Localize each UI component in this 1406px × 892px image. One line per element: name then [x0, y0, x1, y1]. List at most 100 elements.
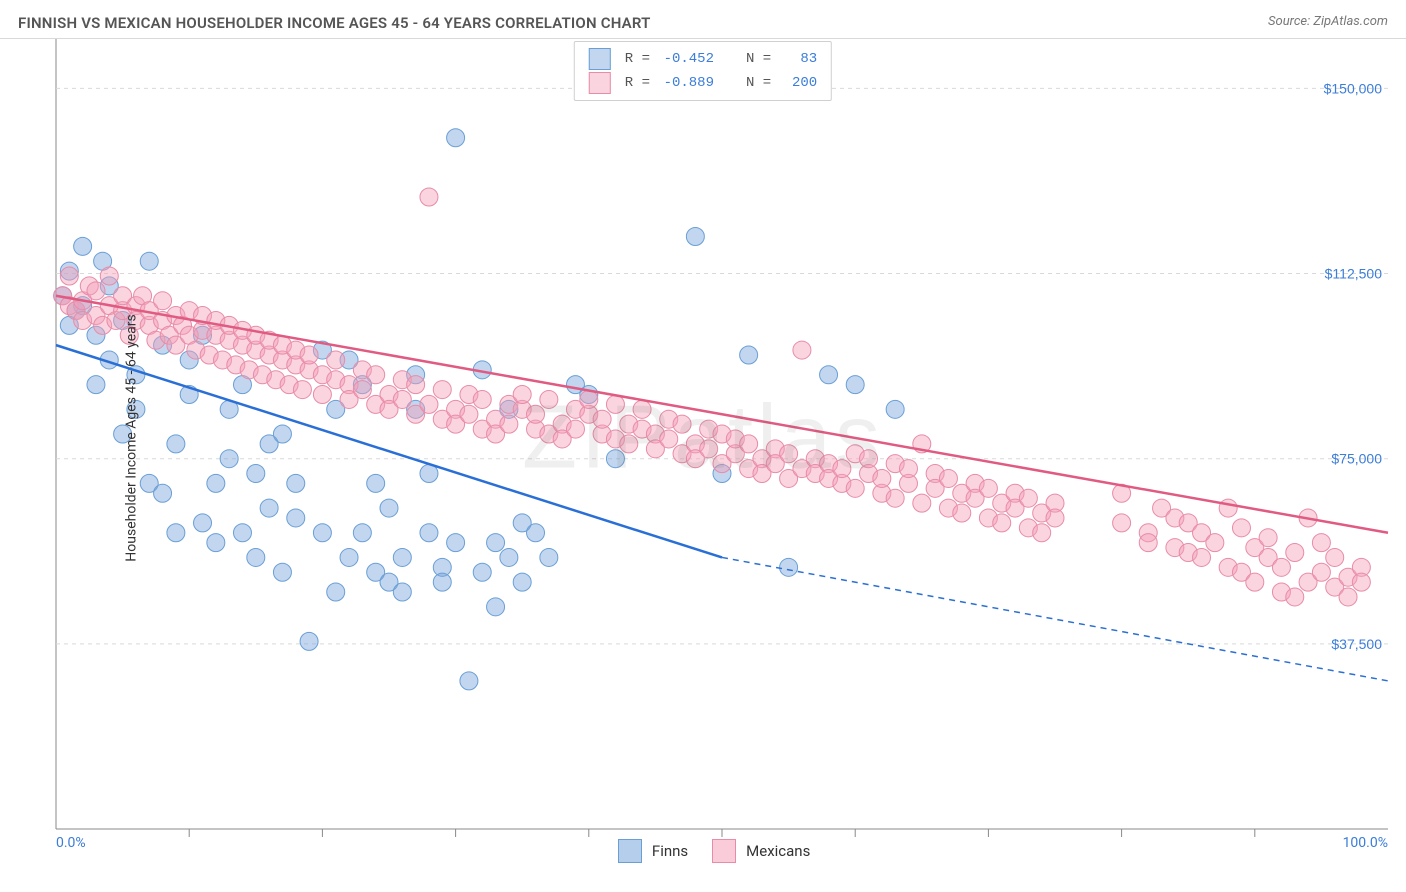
- legend-swatch: [589, 72, 611, 94]
- data-point: [953, 504, 971, 522]
- data-point: [207, 534, 225, 552]
- data-point: [500, 415, 518, 433]
- data-point: [633, 400, 651, 418]
- data-point: [393, 583, 411, 601]
- data-point: [1033, 524, 1051, 542]
- data-point: [1312, 563, 1330, 581]
- data-point: [606, 395, 624, 413]
- data-point: [393, 390, 411, 408]
- data-point: [886, 400, 904, 418]
- data-point: [1286, 588, 1304, 606]
- data-point: [287, 509, 305, 527]
- data-point: [300, 632, 318, 650]
- data-point: [273, 563, 291, 581]
- data-point: [1312, 534, 1330, 552]
- data-point: [513, 573, 531, 591]
- x-axis-labels: 0.0% FinnsMexicans 100.0%: [0, 835, 1406, 863]
- data-point: [1286, 544, 1304, 562]
- data-point: [1219, 499, 1237, 517]
- data-point: [353, 524, 371, 542]
- data-point: [447, 534, 465, 552]
- chart-source: Source: ZipAtlas.com: [1268, 14, 1388, 29]
- n-label: N =: [742, 48, 775, 70]
- r-value: -0.889: [656, 72, 718, 94]
- chart-area: Householder Income Ages 45 - 64 years ZI…: [0, 39, 1406, 837]
- r-value: -0.452: [656, 48, 718, 70]
- data-point: [473, 390, 491, 408]
- data-point: [593, 410, 611, 428]
- data-point: [327, 351, 345, 369]
- data-point: [60, 267, 78, 285]
- data-point: [140, 252, 158, 270]
- data-point: [780, 445, 798, 463]
- data-point: [154, 292, 172, 310]
- data-point: [820, 366, 838, 384]
- data-point: [833, 460, 851, 478]
- data-point: [154, 484, 172, 502]
- data-point: [1246, 573, 1264, 591]
- svg-text:$150,000: $150,000: [1324, 80, 1383, 96]
- data-point: [367, 474, 385, 492]
- data-point: [1139, 534, 1157, 552]
- data-point: [407, 376, 425, 394]
- data-point: [1206, 534, 1224, 552]
- data-point: [74, 237, 92, 255]
- data-point: [487, 534, 505, 552]
- data-point: [606, 450, 624, 468]
- data-point: [487, 598, 505, 616]
- series-legend: FinnsMexicans: [618, 835, 810, 863]
- data-point: [620, 435, 638, 453]
- data-point: [313, 386, 331, 404]
- data-point: [939, 469, 957, 487]
- data-point: [1193, 548, 1211, 566]
- data-point: [540, 548, 558, 566]
- data-point: [1259, 529, 1277, 547]
- n-label: N =: [742, 72, 775, 94]
- scatter-plot-svg: $37,500$75,000$112,500$150,000: [0, 39, 1406, 837]
- data-point: [433, 381, 451, 399]
- data-point: [300, 346, 318, 364]
- data-point: [780, 558, 798, 576]
- data-point: [846, 479, 864, 497]
- data-point: [673, 415, 691, 433]
- data-point: [447, 129, 465, 147]
- data-point: [700, 440, 718, 458]
- data-point: [420, 395, 438, 413]
- data-point: [273, 425, 291, 443]
- data-point: [1046, 509, 1064, 527]
- data-point: [460, 672, 478, 690]
- x-axis-max-label: 100.0%: [1343, 835, 1388, 863]
- trend-line: [56, 296, 1388, 533]
- data-point: [247, 548, 265, 566]
- legend-row: R =-0.452 N =83: [585, 48, 821, 70]
- data-point: [1339, 588, 1357, 606]
- legend-swatch: [618, 839, 642, 863]
- data-point: [433, 573, 451, 591]
- data-point: [580, 390, 598, 408]
- data-point: [1272, 558, 1290, 576]
- data-point: [260, 499, 278, 517]
- data-point: [566, 420, 584, 438]
- data-point: [1113, 514, 1131, 532]
- data-point: [353, 381, 371, 399]
- data-point: [420, 188, 438, 206]
- legend-label: Finns: [652, 842, 688, 860]
- data-point: [380, 499, 398, 517]
- data-point: [87, 282, 105, 300]
- correlation-legend: R =-0.452N =83R =-0.889N =200: [574, 41, 832, 101]
- svg-text:$75,000: $75,000: [1331, 451, 1382, 467]
- data-point: [886, 489, 904, 507]
- data-point: [873, 469, 891, 487]
- data-point: [393, 548, 411, 566]
- n-value: 83: [777, 48, 821, 70]
- data-point: [740, 435, 758, 453]
- data-point: [100, 267, 118, 285]
- data-point: [740, 346, 758, 364]
- chart-title: FINNISH VS MEXICAN HOUSEHOLDER INCOME AG…: [18, 14, 651, 32]
- r-label: R =: [621, 48, 654, 70]
- data-point: [420, 524, 438, 542]
- data-point: [460, 405, 478, 423]
- r-label: R =: [621, 72, 654, 94]
- data-point: [660, 430, 678, 448]
- data-point: [979, 479, 997, 497]
